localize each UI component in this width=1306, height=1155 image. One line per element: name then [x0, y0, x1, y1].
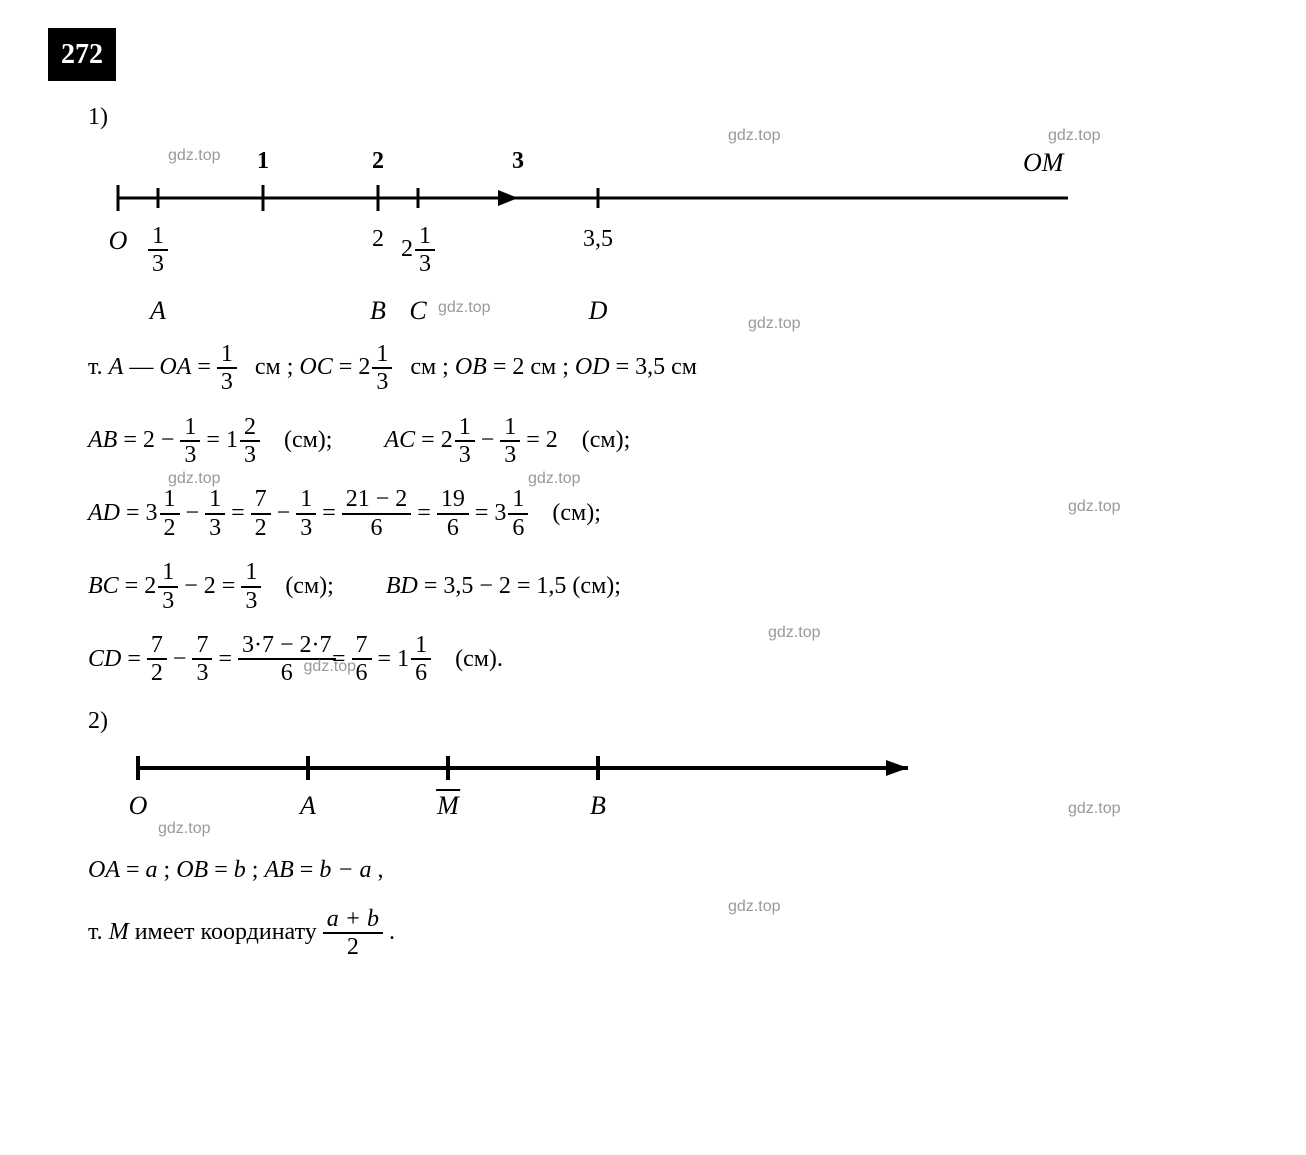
part2-label: 2) — [88, 705, 1274, 739]
p2-eq-1: OA = a; OB = b; AB = b − a, — [88, 854, 1274, 888]
watermark: gdz.top — [304, 656, 356, 678]
watermark: gdz.top — [528, 468, 580, 490]
p2-A: A — [300, 788, 316, 824]
watermark: gdz.top — [748, 313, 800, 335]
coord-C: 213 — [401, 223, 435, 278]
eq-line-1: т. A — OA = 13 см; OC = 213 см; OB = 2 с… — [88, 341, 1274, 396]
watermark: gdz.top — [158, 818, 210, 840]
watermark: gdz.top — [1068, 798, 1120, 820]
watermark: gdz.top — [168, 468, 220, 490]
p2-B: B — [590, 788, 606, 824]
watermark: gdz.top — [438, 297, 490, 319]
watermark: gdz.top — [728, 896, 780, 918]
watermark: gdz.top — [768, 622, 820, 644]
axis-label-OM: OM — [1023, 145, 1063, 181]
numberline-1 — [88, 173, 1088, 223]
origin-O: O — [109, 223, 128, 259]
tick-2: 2 — [372, 145, 384, 179]
watermark: gdz.top — [1068, 496, 1120, 518]
coord-A: 13 — [148, 223, 168, 278]
point-C: C — [409, 293, 426, 329]
problem-number: 272 — [48, 28, 116, 81]
coord-D: 3,5 — [583, 223, 613, 257]
p2-eq-2: т. M имеет координату a + b2 . — [88, 906, 1274, 961]
numberline-2 — [88, 748, 928, 788]
coord-B: 2 — [372, 223, 384, 257]
p2-O: O — [129, 788, 148, 824]
point-A: A — [150, 293, 166, 329]
tick-1: 1 — [257, 145, 269, 179]
p2-M: M — [436, 788, 460, 824]
eq-line-5: CD = 72 − 73 = 3·7 − 2·76 gdz.top = 76 =… — [88, 632, 1274, 687]
tick-3: 3 — [512, 145, 524, 179]
point-B: B — [370, 293, 386, 329]
eq-line-2: AB = 2 − 13 = 123 (см); AC = 213 − 13 = … — [88, 414, 1274, 469]
eq-line-4: BC = 213 − 2 = 13 (см); BD = 3,5 − 2 = 1… — [88, 559, 1274, 614]
point-D: D — [589, 293, 608, 329]
